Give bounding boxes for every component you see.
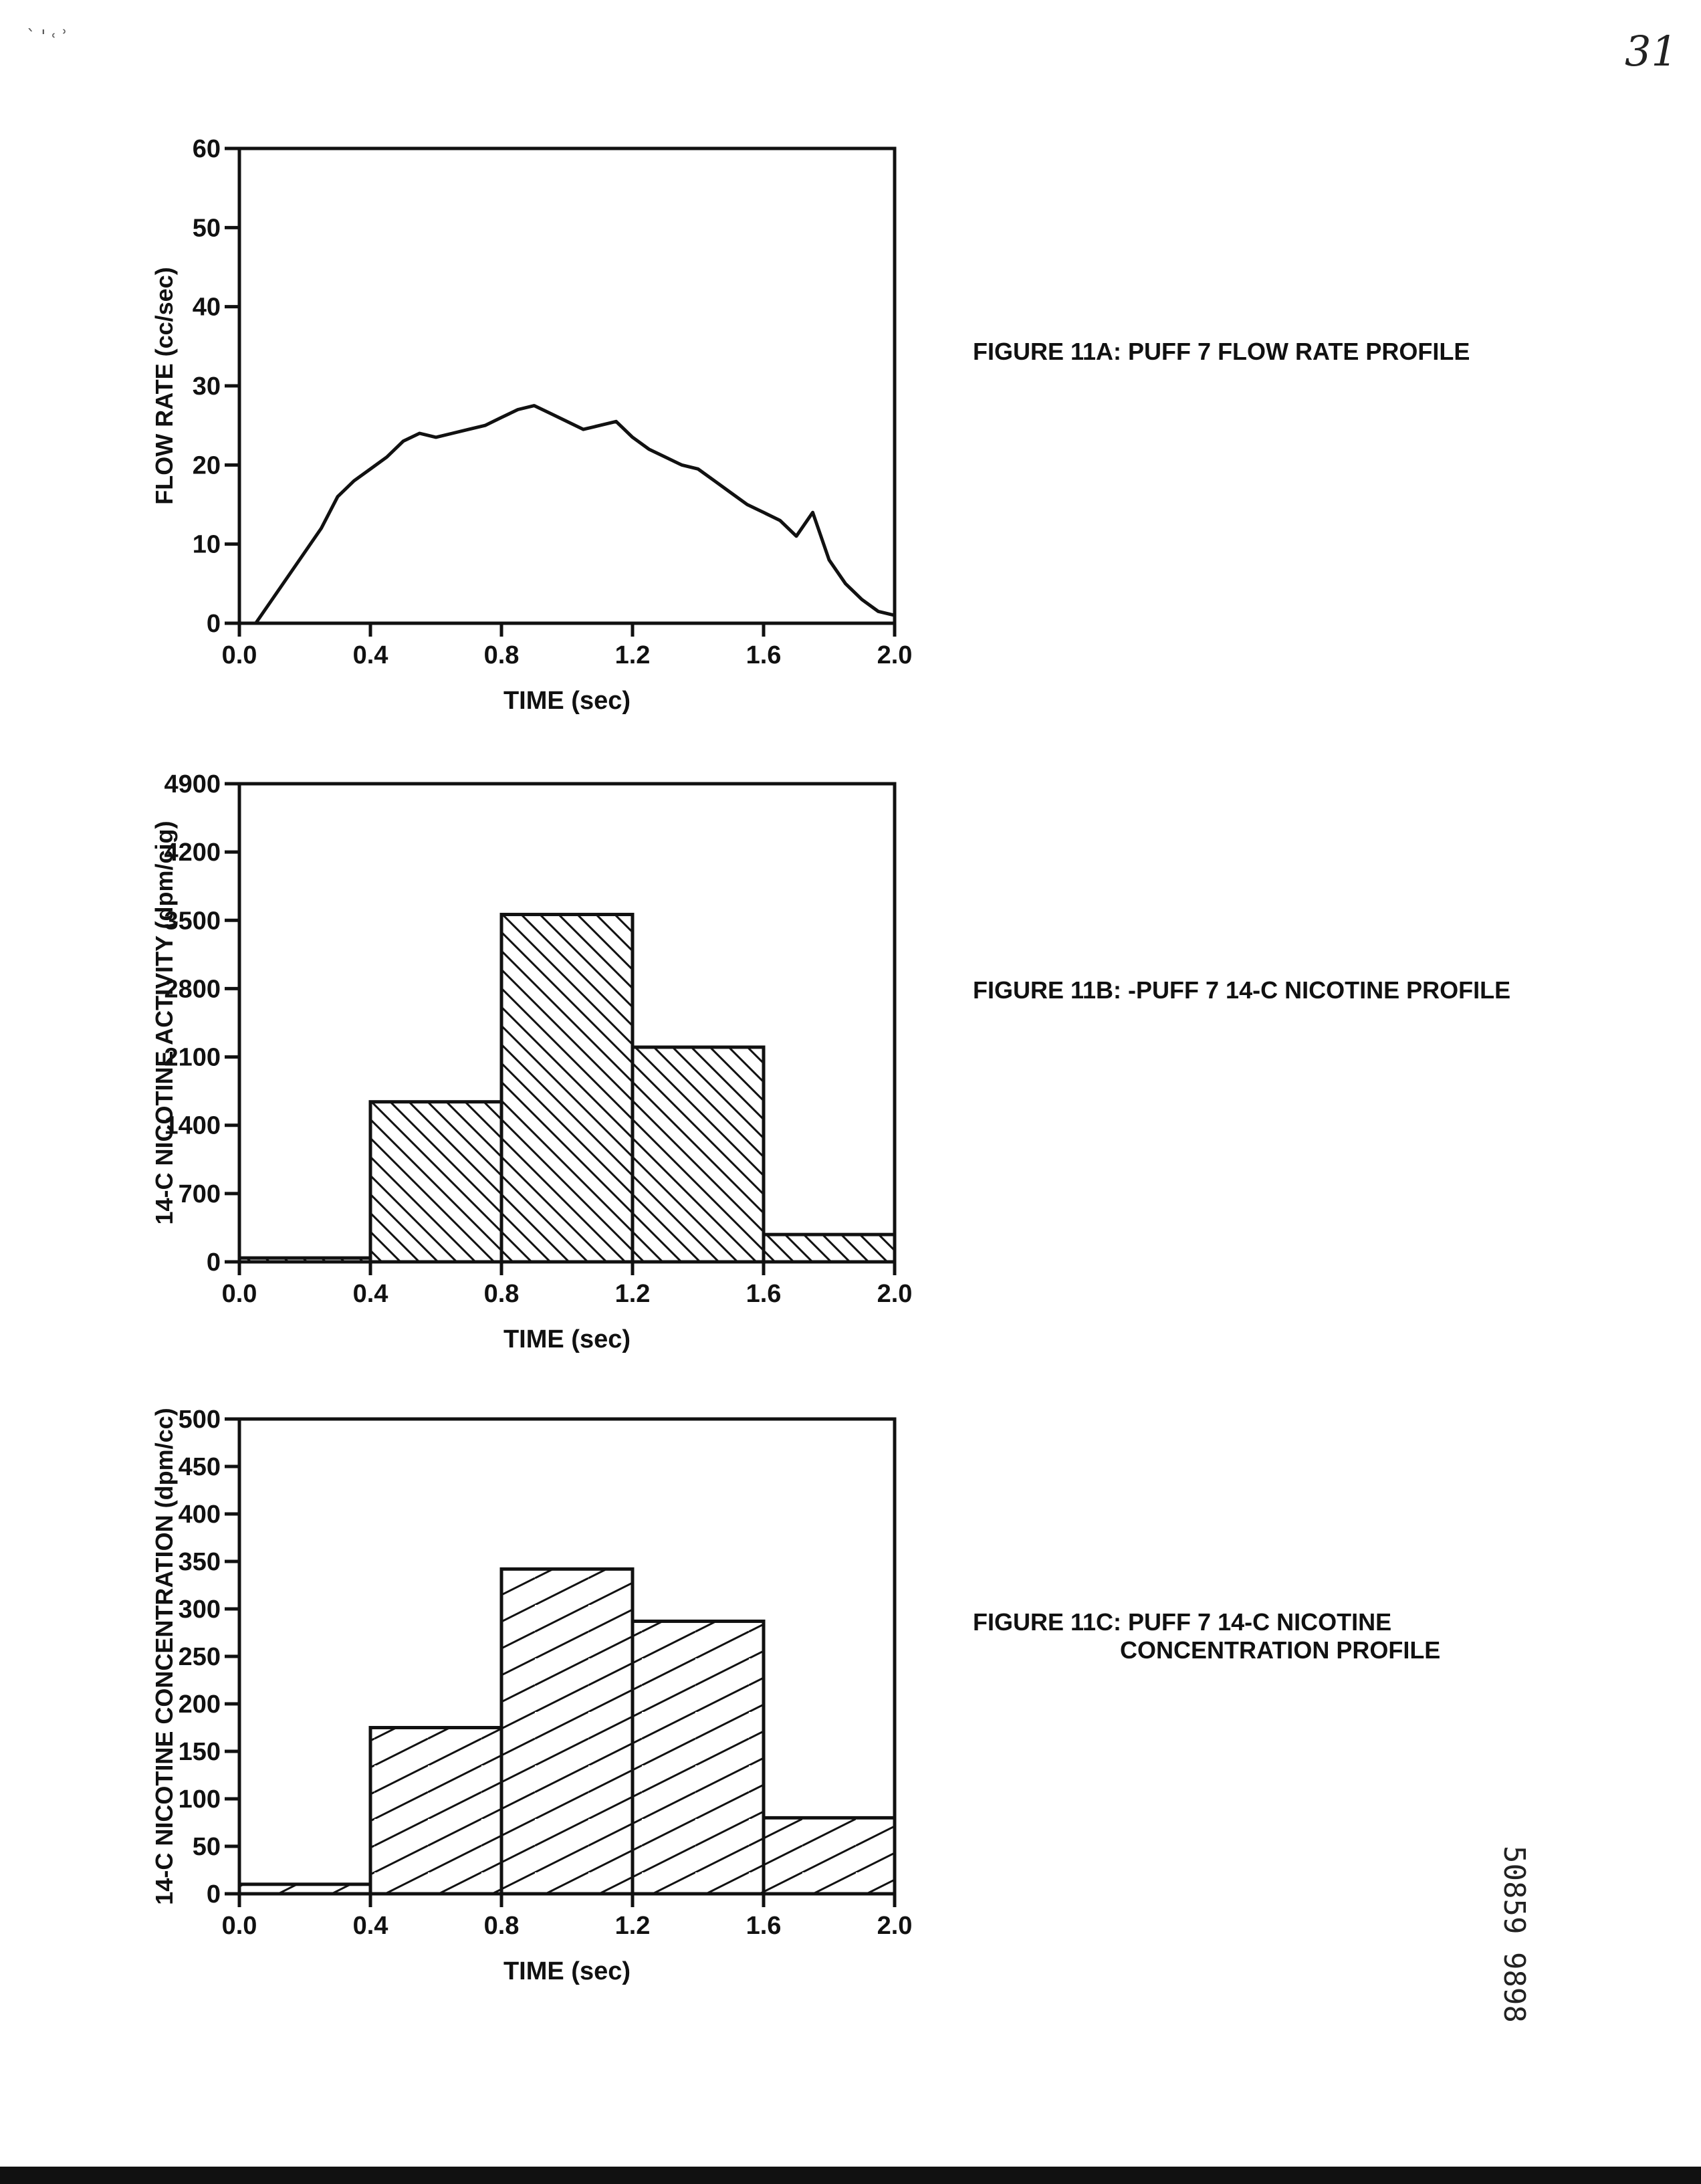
x-tick-label: 0.4 (353, 641, 388, 669)
series-line (254, 404, 895, 625)
y-tick-label: 300 (179, 1596, 221, 1624)
x-tick-label: 1.6 (746, 1912, 782, 1940)
x-axis-label: TIME (sec) (503, 687, 631, 715)
document-id: 50859 9898 (1497, 1846, 1531, 2023)
x-tick-label: 0.0 (222, 1280, 257, 1308)
y-tick-label: 500 (179, 1406, 221, 1434)
y-tick-label: 50 (193, 214, 221, 242)
y-tick-label: 150 (179, 1738, 221, 1766)
bar (762, 1816, 897, 1896)
y-tick-label: 2800 (164, 975, 221, 1003)
y-tick-label: 350 (179, 1548, 221, 1576)
bar (368, 1726, 503, 1896)
x-tick-label: 0.4 (353, 1912, 388, 1940)
y-tick-label: 4200 (164, 839, 221, 867)
y-tick-label: 0 (207, 1880, 221, 1908)
x-axis-label: TIME (sec) (503, 1957, 631, 1985)
page-number: 31 (1625, 27, 1678, 76)
y-tick-label: 200 (179, 1690, 221, 1719)
bar (368, 1100, 503, 1264)
y-axis-label: FLOW RATE (cc/sec) (150, 267, 178, 504)
bar (631, 1619, 766, 1896)
x-axis-label: TIME (sec) (503, 1325, 631, 1353)
y-tick-label: 60 (193, 135, 221, 163)
x-tick-label: 0.8 (484, 1912, 520, 1940)
x-tick-label: 0.8 (484, 641, 520, 669)
bar (631, 1045, 766, 1264)
figure-11c-caption: FIGURE 11C: PUFF 7 14-C NICOTINE CONCENT… (973, 1608, 1440, 1664)
bar (499, 1567, 635, 1896)
figure-11a-caption: FIGURE 11A: PUFF 7 FLOW RATE PROFILE (973, 338, 1470, 365)
y-tick-label: 20 (193, 451, 221, 479)
y-tick-label: 10 (193, 531, 221, 559)
chart-flow-rate: 0 10 20 30 40 50 60 0.0 0.4 0.8 1.2 1.6 2.0 TIME (sec… (150, 135, 912, 715)
x-tick-label: 1.6 (746, 1280, 782, 1308)
y-tick-label: 700 (179, 1180, 221, 1208)
scan-marks: ` ' ˓ ʾ (27, 27, 68, 47)
x-tick-label: 2.0 (877, 1912, 913, 1940)
y-tick-label: 30 (193, 372, 221, 401)
y-tick-label: 250 (179, 1643, 221, 1671)
x-tick-label: 0.4 (353, 1280, 388, 1308)
y-tick-label: 450 (179, 1453, 221, 1481)
x-tick-label: 2.0 (877, 1280, 913, 1308)
scan-border (0, 2167, 1701, 2184)
y-tick-label: 1400 (164, 1112, 221, 1140)
y-axis-label: 14-C NICOTINE ACTIVITY (dpm/cig) (150, 821, 178, 1224)
x-tick-label: 2.0 (877, 641, 913, 669)
x-tick-label: 0.0 (222, 1912, 257, 1940)
plot-frame (237, 782, 897, 1264)
figure-11c-caption-line1: FIGURE 11C: PUFF 7 14-C NICOTINE (973, 1608, 1392, 1636)
y-tick-label: 3500 (164, 907, 221, 935)
y-tick-label: 40 (193, 294, 221, 322)
y-tick-label: 2100 (164, 1044, 221, 1072)
y-tick-label: 100 (179, 1785, 221, 1814)
y-tick-label: 0 (207, 610, 221, 638)
y-axis-label: 14-C NICOTINE CONCENTRATION (dpm/cc) (150, 1408, 178, 1904)
x-tick-label: 1.2 (615, 1912, 651, 1940)
chart-nicotine-activity: 0 700 1400 2100 2800 3500 4200 4900 0.0 0.4 0.8 1.2… (150, 770, 912, 1353)
figure-11c-caption-line2: CONCENTRATION PROFILE (1120, 1636, 1441, 1664)
bar (762, 1232, 897, 1264)
y-tick-label: 50 (193, 1833, 221, 1861)
figure-11b-caption: FIGURE 11B: -PUFF 7 14-C NICOTINE PROFIL… (973, 976, 1511, 1004)
x-tick-label: 0.0 (222, 641, 257, 669)
y-tick-label: 0 (207, 1248, 221, 1277)
x-tick-label: 1.6 (746, 641, 782, 669)
y-tick-label: 4900 (164, 770, 221, 798)
bar (499, 913, 635, 1264)
x-tick-label: 0.8 (484, 1280, 520, 1308)
plot-frame (237, 146, 897, 625)
y-tick-label: 400 (179, 1501, 221, 1529)
x-tick-label: 1.2 (615, 1280, 651, 1308)
chart-nicotine-concentration: 0 50 100 150 200 250 300 350 400 450 500 0.0 0.4 0.8 1… (150, 1406, 912, 1985)
x-tick-label: 1.2 (615, 641, 651, 669)
